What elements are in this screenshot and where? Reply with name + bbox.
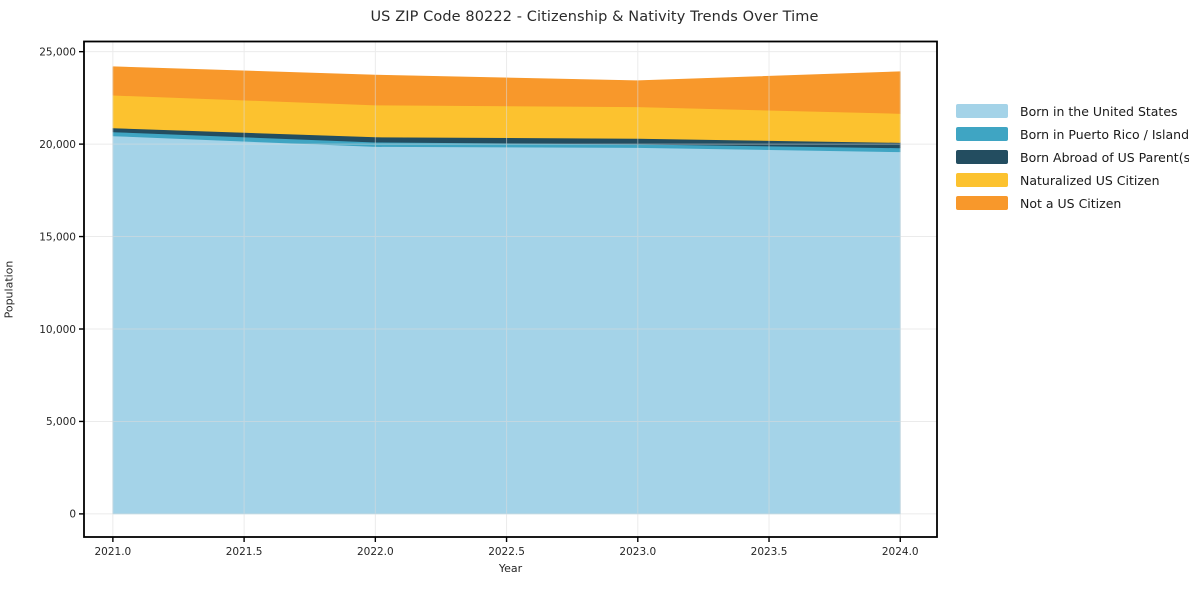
y-tick-label: 20,000 xyxy=(39,139,76,151)
legend-swatch xyxy=(956,150,1008,164)
y-tick-label: 5,000 xyxy=(46,416,76,428)
tick-labels: 0 5,000 10,000 15,000 20,000 25,000 2021.0 2021… xyxy=(39,46,918,558)
legend-item-not-a-us-citizen: Not a US Citizen xyxy=(956,195,1189,211)
legend-label: Born Abroad of US Parent(s) xyxy=(1020,149,1189,165)
legend-item-born-abroad-of-us-parent-s: Born Abroad of US Parent(s) xyxy=(956,149,1189,165)
legend-label: Not a US Citizen xyxy=(1020,195,1122,211)
legend-item-naturalized-us-citizen: Naturalized US Citizen xyxy=(956,172,1189,188)
chart-title: US ZIP Code 80222 - Citizenship & Nativi… xyxy=(370,9,819,25)
legend-swatch xyxy=(956,173,1008,187)
legend-label: Naturalized US Citizen xyxy=(1020,172,1160,188)
x-axis-label: Year xyxy=(498,562,523,575)
y-tick-label: 0 xyxy=(69,509,76,521)
legend-swatch xyxy=(956,127,1008,141)
x-tick-label: 2022.5 xyxy=(488,546,525,558)
legend-swatch xyxy=(956,104,1008,118)
x-tick-label: 2021.0 xyxy=(94,546,131,558)
y-tick-label: 15,000 xyxy=(39,231,76,243)
x-tick-label: 2024.0 xyxy=(882,546,919,558)
legend-item-born-in-the-united-states: Born in the United States xyxy=(956,103,1189,119)
y-tick-label: 25,000 xyxy=(39,46,76,58)
legend-label: Born in the United States xyxy=(1020,103,1178,119)
legend-label: Born in Puerto Rico / Islands xyxy=(1020,126,1189,142)
y-tick-label: 10,000 xyxy=(39,324,76,336)
grid-lines xyxy=(84,41,937,537)
x-tick-label: 2021.5 xyxy=(226,546,263,558)
x-tick-label: 2022.0 xyxy=(357,546,394,558)
x-tick-label: 2023.5 xyxy=(751,546,788,558)
plot-border xyxy=(83,40,938,538)
x-tick-label: 2023.0 xyxy=(619,546,656,558)
legend: Born in the United States Born in Puerto … xyxy=(956,104,1189,219)
legend-item-born-in-puerto-rico-islands: Born in Puerto Rico / Islands xyxy=(956,126,1189,142)
legend-swatch xyxy=(956,196,1008,210)
